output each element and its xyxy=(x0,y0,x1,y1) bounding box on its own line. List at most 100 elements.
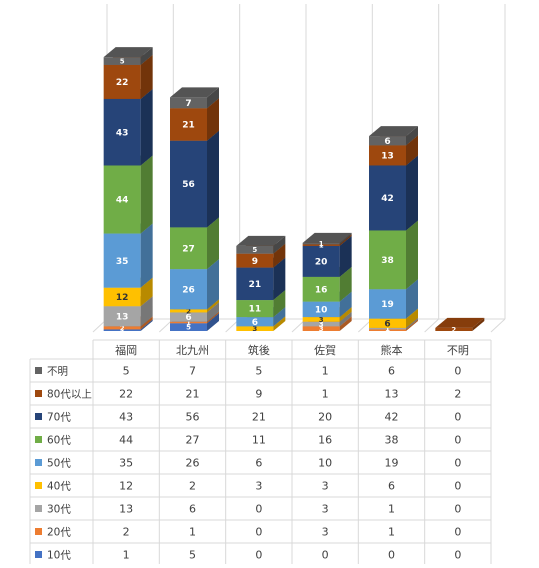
bar-side xyxy=(339,232,352,245)
bar-front xyxy=(302,244,340,246)
data-label: 9 xyxy=(252,257,258,267)
bar-front xyxy=(170,312,207,322)
table-cell: 5 xyxy=(189,549,196,562)
bar-top xyxy=(170,87,219,98)
floor-gridline xyxy=(424,318,440,333)
bar-front xyxy=(103,165,141,234)
bar-side xyxy=(406,126,418,146)
bar-side xyxy=(406,319,418,331)
data-label: 13 xyxy=(116,312,129,322)
table-cell: 6 xyxy=(255,457,262,470)
bar-segment: 5 xyxy=(236,235,286,254)
bar-segment: 38 xyxy=(369,220,418,290)
data-label: 19 xyxy=(381,300,394,310)
table-cell: 42 xyxy=(385,411,399,424)
bar-top xyxy=(103,47,153,58)
table-cell: 0 xyxy=(322,549,329,562)
bar-segment: 2 xyxy=(435,317,485,334)
table-header-label: 熊本 xyxy=(381,343,403,357)
bar-top xyxy=(236,235,286,246)
table-cell: 12 xyxy=(119,480,133,493)
bar-side xyxy=(273,243,286,268)
table-cell: 56 xyxy=(186,411,200,424)
data-label: 1 xyxy=(385,325,390,333)
bar-segment: 42 xyxy=(369,155,418,231)
bar-front xyxy=(103,306,141,327)
bar-side xyxy=(140,223,153,288)
data-label: 1 xyxy=(319,240,324,248)
data-label: 12 xyxy=(116,293,129,303)
data-label: 6 xyxy=(384,319,390,329)
bar-front xyxy=(302,245,340,277)
bar-side xyxy=(273,316,286,331)
table-row: 不明 5 7 5 1 6 0 xyxy=(35,365,461,378)
table-cell: 0 xyxy=(255,549,262,562)
bar-front xyxy=(236,300,274,318)
bar-front xyxy=(302,276,340,302)
data-label: 16 xyxy=(315,285,328,295)
bar-front xyxy=(369,230,406,290)
chart-back-wall xyxy=(92,4,506,333)
data-label: 5 xyxy=(186,324,191,332)
bar-top xyxy=(435,317,485,328)
data-label: 11 xyxy=(249,305,262,315)
table-cell: 10 xyxy=(318,457,332,470)
data-label: 43 xyxy=(116,128,129,138)
table-cell: 6 xyxy=(189,503,196,516)
bar-front xyxy=(369,318,406,328)
table-cell: 1 xyxy=(322,365,329,378)
table-cell: 1 xyxy=(322,388,329,401)
bars: 1213123544432255162262756217361121953331… xyxy=(103,47,485,335)
bar-side xyxy=(406,317,418,330)
bar-side xyxy=(140,47,153,65)
data-label: 21 xyxy=(182,121,195,131)
bar-segment: 1 xyxy=(302,232,352,248)
series-name-label: 40代 xyxy=(47,481,71,493)
bar-front xyxy=(369,136,406,146)
table-cell: 19 xyxy=(385,457,399,470)
bar-front xyxy=(236,317,274,327)
data-label: 44 xyxy=(116,196,129,206)
bar-top xyxy=(302,232,352,243)
legend-swatch xyxy=(35,367,42,374)
data-label: 35 xyxy=(116,257,129,267)
bar-side xyxy=(406,308,418,328)
data-label: 3 xyxy=(319,320,324,328)
data-label: 2 xyxy=(120,324,125,332)
data-label: 56 xyxy=(182,180,195,190)
bar-side xyxy=(339,291,352,318)
bar-front xyxy=(170,321,207,324)
bar-front xyxy=(170,97,207,109)
bar-front xyxy=(170,140,207,228)
table-cell: 0 xyxy=(388,549,395,562)
table-row: 20代 2 1 0 3 1 0 xyxy=(35,526,461,539)
bar-side xyxy=(140,316,153,330)
table-cell: 35 xyxy=(119,457,133,470)
legend-swatch xyxy=(35,528,42,535)
table-cell: 26 xyxy=(186,457,200,470)
bar-side xyxy=(207,259,219,310)
bar-front xyxy=(236,326,274,331)
table-cell: 13 xyxy=(119,503,133,516)
data-label: 6 xyxy=(185,313,191,323)
table-cell: 44 xyxy=(119,434,133,447)
table-cell: 22 xyxy=(119,388,133,401)
series-name-label: 20代 xyxy=(47,527,71,539)
bar-side xyxy=(273,235,286,254)
legend-swatch xyxy=(35,436,42,443)
table-header-label: 不明 xyxy=(447,344,469,357)
table-cell: 21 xyxy=(252,411,266,424)
bar-front xyxy=(302,317,340,322)
legend-swatch xyxy=(35,390,42,397)
bar-side xyxy=(406,279,418,319)
bar-front xyxy=(103,233,141,288)
bar-front xyxy=(170,309,207,313)
bar-side xyxy=(140,296,153,327)
bar-side xyxy=(207,130,219,228)
bar-front xyxy=(103,287,141,307)
table-cell: 1 xyxy=(388,503,395,516)
legend-swatch xyxy=(35,505,42,512)
